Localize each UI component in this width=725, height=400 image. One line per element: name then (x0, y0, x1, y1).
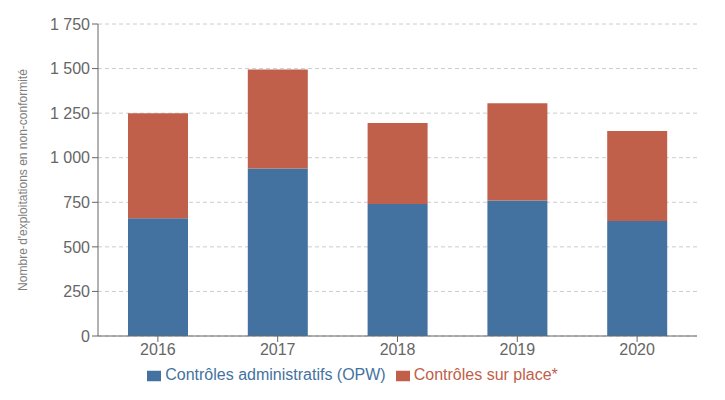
svg-text:2016: 2016 (140, 341, 176, 358)
svg-text:1 750: 1 750 (50, 16, 90, 33)
svg-text:2018: 2018 (380, 341, 416, 358)
svg-text:2019: 2019 (500, 341, 536, 358)
svg-text:1 250: 1 250 (50, 105, 90, 122)
svg-text:1 000: 1 000 (50, 149, 90, 166)
html-text:Contrôles sur place*: Contrôles sur place* (413, 366, 558, 383)
svg-text:250: 250 (63, 283, 90, 300)
svg-text:500: 500 (63, 239, 90, 256)
svg-text:1 500: 1 500 (50, 60, 90, 77)
html-text:Contrôles administratifs (OPW): Contrôles administratifs (OPW) (165, 366, 386, 383)
svg-text:2017: 2017 (260, 341, 296, 358)
svg-text:750: 750 (63, 194, 90, 211)
svg-text:Nombre d'exploitations en non-: Nombre d'exploitations en non-conformité (16, 69, 30, 291)
svg-text:2020: 2020 (619, 341, 655, 358)
svg-text:0: 0 (81, 328, 90, 345)
